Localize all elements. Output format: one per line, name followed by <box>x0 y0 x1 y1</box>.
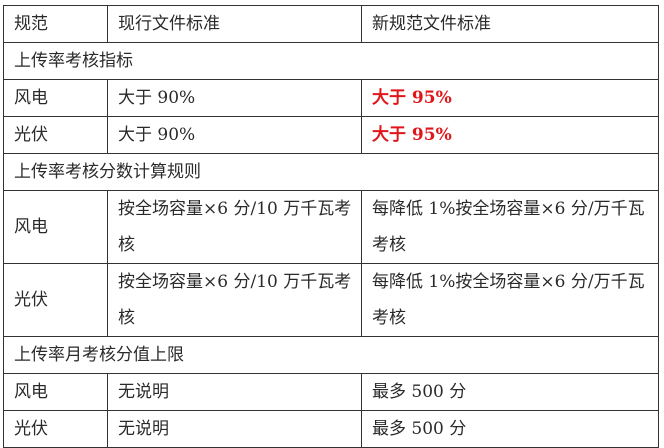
type-cell: 光伏 <box>3 263 108 337</box>
new-cell: 最多 500 分 <box>361 373 659 411</box>
current-cell: 无说明 <box>107 410 362 448</box>
table-row: 光伏 无说明 最多 500 分 <box>3 410 659 448</box>
type-cell: 风电 <box>3 79 108 117</box>
table-row: 光伏 大于 90% 大于 95% <box>3 116 659 154</box>
type-cell: 风电 <box>3 190 108 264</box>
section-row: 上传率月考核分值上限 <box>3 336 659 374</box>
current-cell: 按全场容量×6 分/10 万千瓦考核 <box>107 263 362 337</box>
type-cell: 光伏 <box>3 116 108 154</box>
current-cell: 无说明 <box>107 373 362 411</box>
comparison-table: 规范 现行文件标准 新规范文件标准 上传率考核指标 风电 大于 90% 大于 9… <box>3 5 659 448</box>
new-cell: 大于 95% <box>361 79 659 117</box>
new-cell: 最多 500 分 <box>361 410 659 448</box>
type-cell: 光伏 <box>3 410 108 448</box>
section-title: 上传率考核指标 <box>3 42 659 80</box>
section-title: 上传率月考核分值上限 <box>3 336 659 374</box>
section-title: 上传率考核分数计算规则 <box>3 153 659 191</box>
new-cell: 每降低 1%按全场容量×6 分/万千瓦考核 <box>361 190 659 264</box>
header-cell: 新规范文件标准 <box>361 5 659 43</box>
current-cell: 大于 90% <box>107 116 362 154</box>
type-cell: 风电 <box>3 373 108 411</box>
header-row: 规范 现行文件标准 新规范文件标准 <box>3 5 659 43</box>
new-cell: 每降低 1%按全场容量×6 分/万千瓦考核 <box>361 263 659 337</box>
section-row: 上传率考核指标 <box>3 42 659 80</box>
table-row: 风电 无说明 最多 500 分 <box>3 373 659 411</box>
current-cell: 按全场容量×6 分/10 万千瓦考核 <box>107 190 362 264</box>
section-row: 上传率考核分数计算规则 <box>3 153 659 191</box>
current-cell: 大于 90% <box>107 79 362 117</box>
table-row: 风电 大于 90% 大于 95% <box>3 79 659 117</box>
header-cell: 规范 <box>3 5 108 43</box>
table-row: 光伏 按全场容量×6 分/10 万千瓦考核 每降低 1%按全场容量×6 分/万千… <box>3 263 659 337</box>
header-cell: 现行文件标准 <box>107 5 362 43</box>
table-row: 风电 按全场容量×6 分/10 万千瓦考核 每降低 1%按全场容量×6 分/万千… <box>3 190 659 264</box>
new-cell: 大于 95% <box>361 116 659 154</box>
